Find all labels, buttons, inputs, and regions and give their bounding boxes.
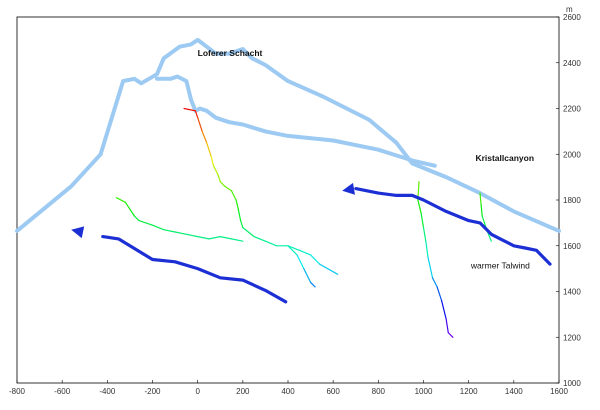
x-tick-label: 200 (236, 387, 250, 396)
x-axis: -800 -600 -400 -200 0 200 400 600 800 1000 1200 140… (9, 380, 568, 396)
main-lower-segment (264, 240, 278, 247)
main-lower-segment (230, 190, 237, 201)
west-branch-segment (208, 236, 221, 240)
west-branch-segment (151, 224, 165, 231)
wind-arrows (71, 182, 552, 304)
main-upper-segment (212, 165, 219, 176)
west-branch-segment (219, 236, 233, 240)
east-wind-arrow-head (342, 182, 355, 195)
x-tick-label: 0 (195, 387, 200, 396)
x-tick-label: 1600 (550, 387, 568, 396)
west-wind-arrow-shaft (101, 235, 288, 304)
x-tick-label: 400 (281, 387, 295, 396)
east-shaft-segment (420, 213, 425, 229)
x-tick-label: 1400 (505, 387, 523, 396)
east-shaft-segment (417, 199, 422, 215)
y-tick-label: 2400 (563, 59, 581, 68)
east-shaft-segment (436, 286, 443, 302)
warmer-talwind-label: warmer Talwind (470, 261, 530, 271)
west-branch-segment (174, 231, 187, 235)
x-tick-label: 600 (326, 387, 340, 396)
y-axis: m 1000 1200 1400 1600 1800 2000 2200 2400 2600 (556, 5, 581, 388)
y-tick-label: 2000 (563, 150, 581, 159)
east-shaft-segment (441, 300, 447, 320)
east-side-segment (479, 192, 482, 206)
main-lower-segment (298, 249, 312, 256)
y-unit-label: m (566, 5, 573, 14)
west-branch-segment (138, 220, 154, 226)
west-branch-segment (129, 208, 135, 217)
east-shaft-segment (447, 332, 454, 338)
main-upper-segment (217, 174, 221, 183)
cave-traces (115, 107, 492, 338)
main-lower-segment (287, 245, 300, 251)
kristallcanyon-label: Kristallcanyon (475, 153, 534, 163)
east-side-segment (480, 204, 483, 217)
main-upper-segment (194, 110, 199, 119)
plot-frame (16, 16, 560, 384)
main-lower-segment (253, 236, 266, 242)
west-branch-segment (197, 236, 210, 240)
main-lower-segment (310, 254, 321, 265)
x-tick-label: -200 (144, 387, 161, 396)
east-wind-arrow-shaft (354, 187, 552, 266)
main-upper-segment (210, 155, 215, 167)
east-shaft-segment (427, 256, 434, 279)
main-lower-segment (319, 263, 339, 275)
y-tick-label: 1400 (563, 288, 581, 297)
main-upper-segment (206, 142, 212, 158)
y-tick-label: 1000 (563, 379, 581, 388)
south-branch-segment (303, 268, 312, 283)
south-branch-segment (310, 281, 316, 288)
main-lower-segment (242, 226, 255, 238)
inner-profile-line (155, 74, 437, 168)
plot-area: Loferer Schacht Kristallcanyon warmer Talw… (15, 16, 561, 384)
y-tick-label: 2600 (563, 13, 581, 22)
east-shaft-segment (425, 240, 429, 258)
x-tick-label: -400 (99, 387, 116, 396)
east-shaft-segment (431, 277, 438, 288)
main-lower-segment (235, 199, 239, 210)
east-shaft-segment (422, 226, 427, 242)
main-upper-segment (197, 117, 203, 132)
main-upper-segment (183, 107, 196, 112)
main-upper-segment (219, 181, 226, 187)
west-branch-segment (124, 201, 131, 210)
south-branch-segment (287, 245, 298, 256)
x-tick-label: -600 (54, 387, 71, 396)
west-branch-segment (133, 215, 140, 222)
west-branch-segment (230, 238, 244, 242)
surface-profiles (15, 37, 561, 233)
main-upper-segment (224, 185, 233, 192)
x-tick-label: -800 (9, 387, 26, 396)
loferer-schacht-label: Loferer Schacht (198, 48, 263, 58)
south-branch-segment (296, 254, 305, 270)
y-tick-label: 2200 (563, 105, 581, 114)
main-lower-segment (240, 220, 244, 229)
west-branch-segment (163, 229, 176, 233)
x-tick-label: 1000 (415, 387, 433, 396)
annotations: Loferer Schacht Kristallcanyon warmer Talw… (198, 48, 534, 271)
main-upper-segment (201, 130, 208, 144)
y-tick-label: 1800 (563, 196, 581, 205)
x-tick-label: 800 (372, 387, 386, 396)
east-shaft-segment (445, 318, 449, 334)
west-branch-segment (115, 197, 127, 203)
main-lower-segment (237, 208, 242, 222)
west-branch-segment (185, 233, 199, 238)
y-tick-label: 1600 (563, 242, 581, 251)
x-tick-label: 1200 (460, 387, 478, 396)
west-wind-arrow-head (71, 226, 85, 239)
y-tick-label: 1200 (563, 333, 581, 342)
